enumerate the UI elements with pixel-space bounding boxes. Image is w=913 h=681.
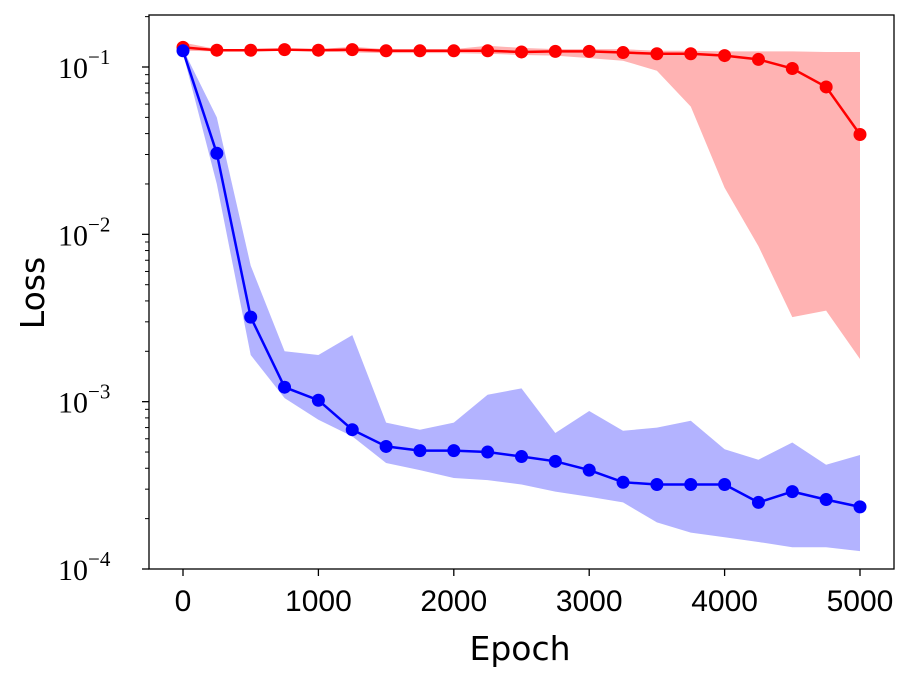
- blue-point: [582, 463, 596, 477]
- blue-point: [413, 444, 427, 458]
- red-point: [853, 128, 867, 142]
- confidence-bands: [183, 42, 860, 552]
- axis-labels: Epoch Loss: [13, 257, 571, 668]
- red-point: [650, 47, 664, 61]
- blue-point: [447, 444, 461, 458]
- blue-point: [616, 475, 630, 489]
- blue-point: [379, 439, 393, 453]
- red-point: [379, 44, 393, 58]
- blue-point: [311, 393, 325, 407]
- blue-point: [278, 380, 292, 394]
- series-markers: [176, 40, 867, 514]
- x-tick-label: 1000: [285, 585, 352, 618]
- red-point: [718, 49, 732, 63]
- y-tick-label: 10−2: [58, 212, 110, 252]
- plot-frame: [148, 14, 895, 570]
- y-tick-label: 10−1: [58, 45, 110, 85]
- red-point: [684, 47, 698, 61]
- red-point: [345, 43, 359, 57]
- x-tick-label: 0: [175, 585, 192, 618]
- red-point: [244, 43, 258, 57]
- blue-point: [785, 485, 799, 499]
- red-point: [582, 44, 596, 58]
- axes: 0 1000 2000 3000 4000 5000 10−1 10−2 10−3 10−4: [58, 14, 895, 618]
- y-tick-label: 10−4: [58, 547, 111, 587]
- red-point: [616, 46, 630, 60]
- blue-point: [751, 495, 765, 509]
- blue-point: [345, 423, 359, 437]
- y-axis-label: Loss: [13, 257, 52, 329]
- x-axis-label: Epoch: [469, 629, 570, 668]
- red-point: [481, 44, 495, 58]
- red-point: [785, 61, 799, 75]
- red-band: [183, 42, 860, 359]
- blue-point: [548, 454, 562, 468]
- red-point: [548, 44, 562, 58]
- x-tick-label: 3000: [556, 585, 623, 618]
- red-point: [278, 43, 292, 57]
- blue-point: [819, 493, 833, 507]
- x-tick-label: 4000: [691, 585, 758, 618]
- blue-point: [244, 310, 258, 324]
- red-point: [819, 80, 833, 94]
- y-tick-label: 10−3: [58, 380, 110, 420]
- blue-point: [853, 500, 867, 514]
- blue-point: [481, 445, 495, 459]
- red-point: [311, 43, 325, 57]
- blue-point: [210, 146, 224, 160]
- blue-point: [650, 477, 664, 491]
- red-point: [210, 43, 224, 57]
- red-point: [515, 45, 528, 59]
- red-point: [413, 44, 427, 58]
- x-tick-label: 2000: [420, 585, 487, 618]
- blue-point: [718, 477, 732, 491]
- blue-point: [176, 44, 190, 58]
- blue-point: [515, 450, 528, 464]
- x-tick-label: 5000: [827, 585, 894, 618]
- red-point: [751, 52, 765, 66]
- red-point: [447, 44, 461, 58]
- blue-point: [684, 477, 698, 491]
